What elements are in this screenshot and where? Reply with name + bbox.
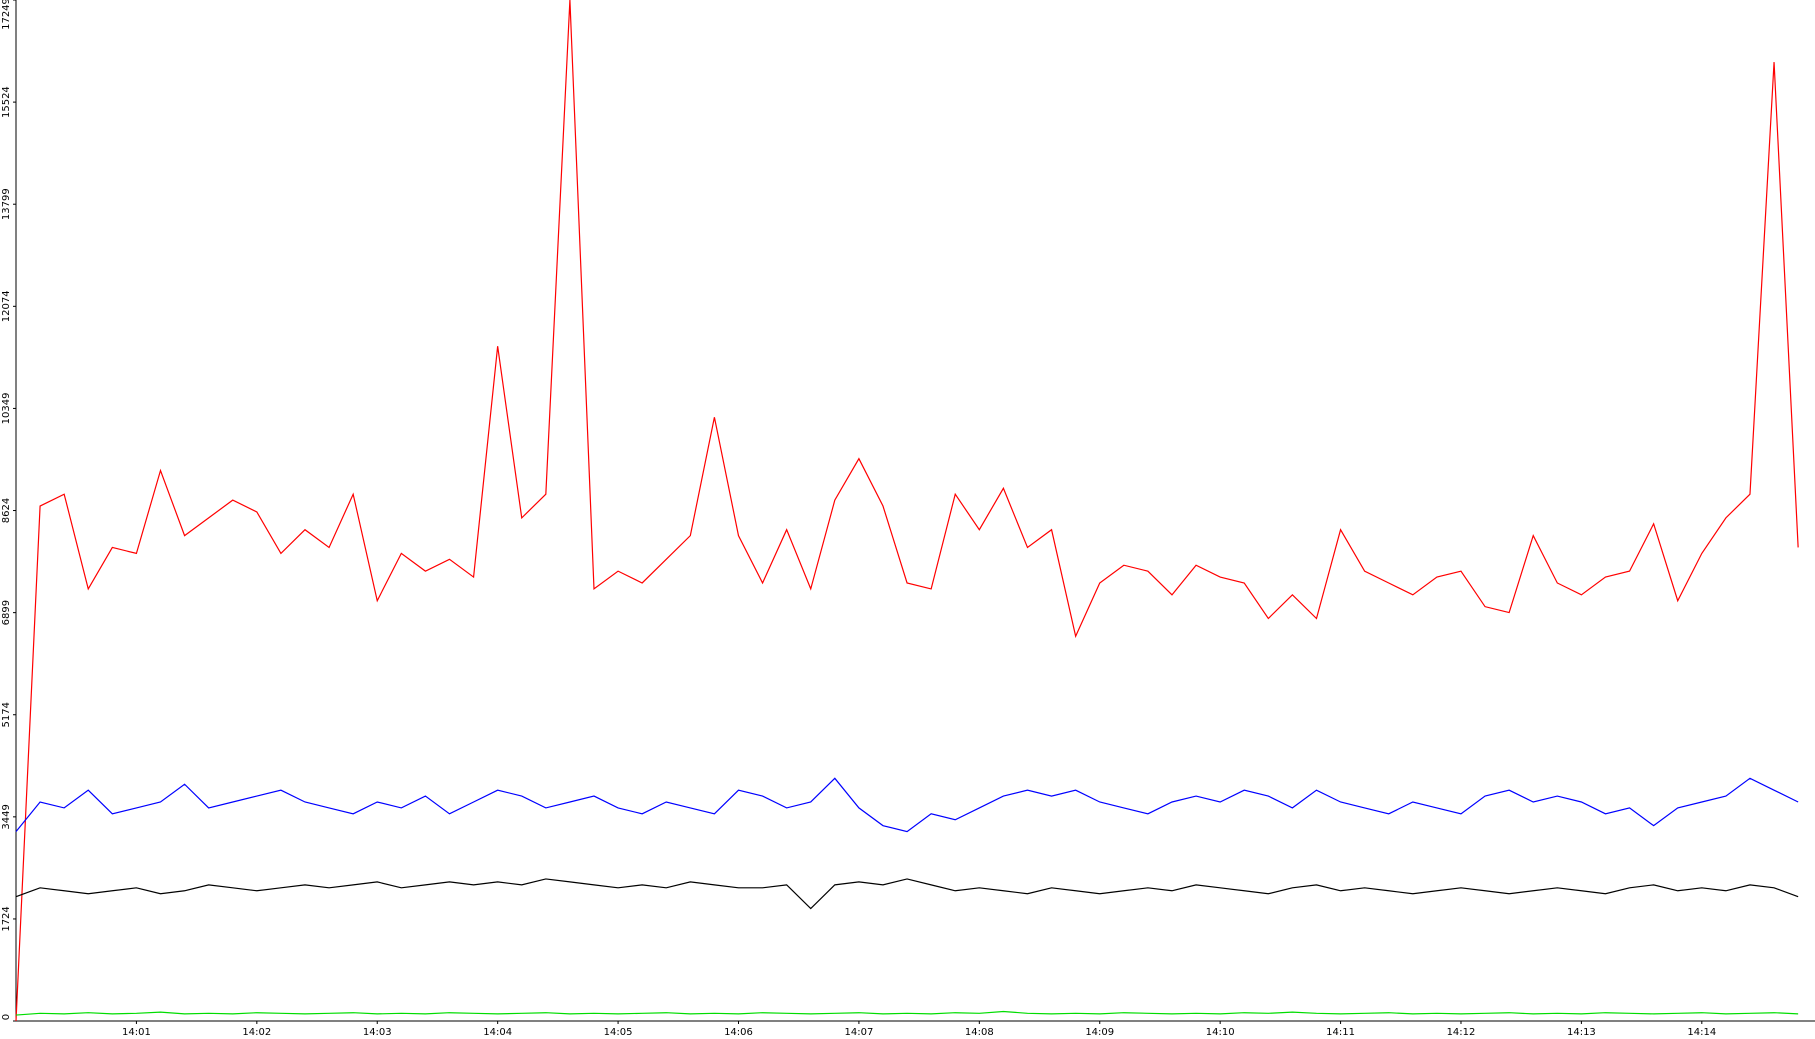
series-line: [15, 1010, 1799, 1016]
x-tick-label: 14:07: [844, 1027, 873, 1038]
x-tick-label: 14:01: [122, 1027, 151, 1038]
y-tick-label: 17249: [1, 0, 12, 30]
series-line: [15, 878, 1799, 910]
x-tick-label: 14:10: [1206, 1027, 1235, 1038]
x-tick-label: 14:09: [1085, 1027, 1114, 1038]
x-tick-label: 14:08: [965, 1027, 994, 1038]
x-tick-label: 14:14: [1687, 1027, 1716, 1038]
y-tick-label: 8624: [1, 498, 12, 523]
x-tick-label: 14:13: [1567, 1027, 1596, 1038]
y-tick-label: 5174: [1, 702, 12, 727]
y-tick-label: 13799: [1, 188, 12, 220]
y-tick-label: 0: [1, 1014, 12, 1020]
y-tick-label: 3449: [1, 804, 12, 829]
x-tick-label: 14:02: [242, 1027, 271, 1038]
x-tick-label: 14:05: [604, 1027, 633, 1038]
y-tick-label: 10349: [1, 393, 12, 425]
x-tick-label: 14:04: [483, 1027, 512, 1038]
x-tick-label: 14:12: [1447, 1027, 1476, 1038]
y-tick-label: 1724: [1, 906, 12, 931]
y-tick-label: 15524: [1, 86, 12, 118]
y-tick-label: 6899: [1, 600, 12, 625]
x-tick-label: 14:06: [724, 1027, 753, 1038]
series-line: [15, 0, 1799, 1022]
x-tick-label: 14:11: [1326, 1027, 1355, 1038]
series-line: [15, 777, 1799, 833]
y-tick-label: 12074: [1, 290, 12, 322]
x-tick-label: 14:03: [363, 1027, 392, 1038]
